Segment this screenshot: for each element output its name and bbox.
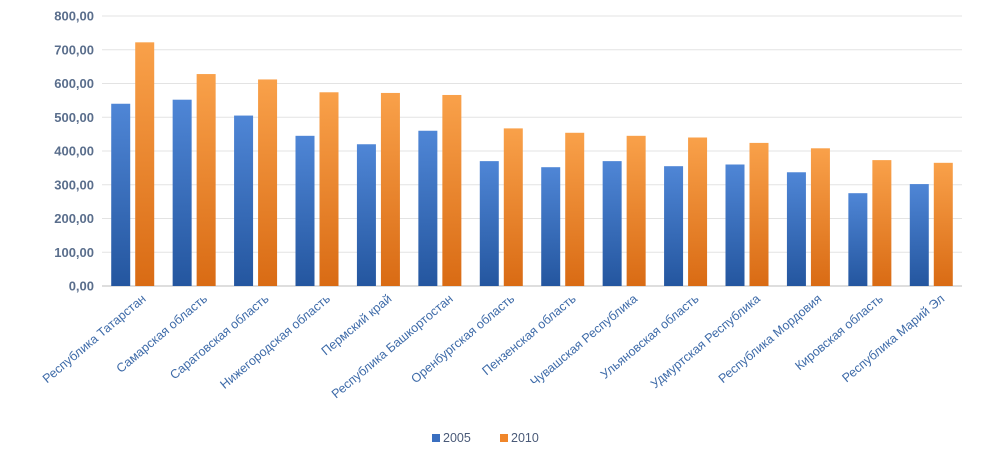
y-tick-label: 400,00 [54,144,94,159]
y-tick-label: 500,00 [54,110,94,125]
x-tick-label: Чувашская Республика [528,292,640,390]
legend-swatch-2005 [432,434,440,442]
bar-2010 [503,128,523,286]
bar-2010 [688,137,708,286]
bar-2005 [848,193,868,286]
legend-swatch-2010 [500,434,508,442]
bar-2005 [725,164,745,286]
y-tick-label: 600,00 [54,76,94,91]
bar-2010 [872,160,892,286]
x-tick-label: Республика Башкортостан [329,292,456,402]
x-tick-label: Удмуртская Республика [648,292,763,392]
bar-2005 [479,161,499,286]
bar-2005 [418,130,438,286]
bar-2010 [565,132,585,286]
bar-2005 [664,166,684,286]
bar-2010 [319,92,339,287]
legend: 2005 2010 [432,431,539,445]
x-tick-label: Республика Татарстан [40,292,149,386]
y-tick-label: 300,00 [54,177,94,192]
y-tick-label: 700,00 [54,42,94,57]
bar-2005 [172,99,192,286]
bar-2005 [909,184,929,286]
bar-2010 [810,148,830,286]
bar-2010 [749,142,769,286]
y-axis-ticks: 0,00 100,00 200,00 300,00 400,00 500,00 600,00… [54,9,94,294]
bar-2005 [111,103,131,286]
x-tick-label: Саратовская область [167,292,271,383]
bar-2005 [234,115,254,286]
legend-label-2010: 2010 [511,431,539,445]
x-tick-label: Республика Марий Эл [839,292,947,386]
bar-2005 [541,167,561,286]
y-tick-label: 800,00 [54,9,94,24]
bar-2010 [933,162,953,286]
bar-2010 [196,74,216,286]
gridlines [102,15,962,287]
x-tick-label: Нижегородская область [217,292,332,392]
y-tick-label: 100,00 [54,245,94,260]
legend-label-2005: 2005 [443,431,471,445]
bar-2005 [786,172,806,286]
bar-2010 [442,94,462,286]
bars [111,42,953,287]
x-tick-label: Республика Мордовия [716,292,825,386]
bar-2005 [602,161,622,286]
x-tick-label: Оренбургская область [408,292,517,386]
bar-2010 [258,79,278,286]
y-tick-label: 200,00 [54,211,94,226]
x-tick-label: Ульяновская область [598,292,702,382]
bar-2005 [356,144,376,286]
bar-2010 [626,135,646,286]
bar-2005 [295,135,315,286]
bar-2010 [380,92,400,286]
y-tick-label: 0,00 [69,279,94,294]
bar-2010 [135,42,155,287]
